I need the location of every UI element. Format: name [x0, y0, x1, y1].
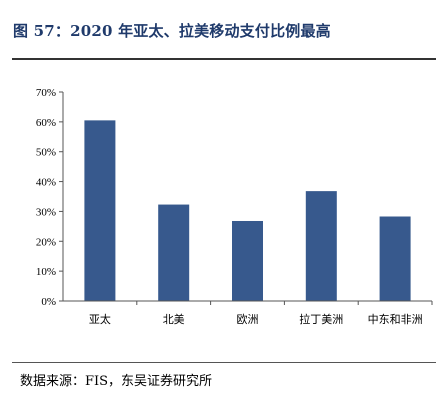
- x-axis: 亚太 北美 欧洲 拉丁美洲 中东和非洲: [63, 300, 433, 326]
- figure-title: 图 57：2020 年亚太、拉美移动支付比例最高: [13, 22, 331, 40]
- source-rule: [12, 362, 436, 363]
- x-tick-label: 亚太: [89, 313, 111, 326]
- y-tick-label: 20%: [36, 236, 56, 248]
- y-tick-label: 10%: [36, 266, 56, 278]
- y-tick-label: 50%: [36, 147, 56, 159]
- bar: [158, 204, 190, 301]
- x-tick-label: 中东和非洲: [368, 313, 423, 326]
- source-note: 数据来源：FIS，东吴证券研究所: [20, 374, 213, 389]
- y-tick-label: 40%: [36, 177, 56, 189]
- x-tick-label: 欧洲: [237, 313, 259, 326]
- bar: [305, 191, 337, 301]
- x-tick-label: 拉丁美洲: [299, 312, 343, 326]
- x-tick-label: 北美: [163, 313, 185, 326]
- bar: [232, 220, 263, 301]
- title-rule: [12, 58, 436, 60]
- y-axis: 0% 10% 20% 30% 40% 50% 60% 70%: [36, 87, 64, 308]
- bars: [84, 120, 411, 301]
- y-tick-label: 30%: [36, 206, 56, 218]
- bar: [84, 120, 116, 301]
- y-tick-label: 60%: [36, 117, 56, 129]
- y-tick-label: 70%: [36, 87, 56, 99]
- y-tick-label: 0%: [41, 296, 56, 308]
- bar: [379, 216, 411, 301]
